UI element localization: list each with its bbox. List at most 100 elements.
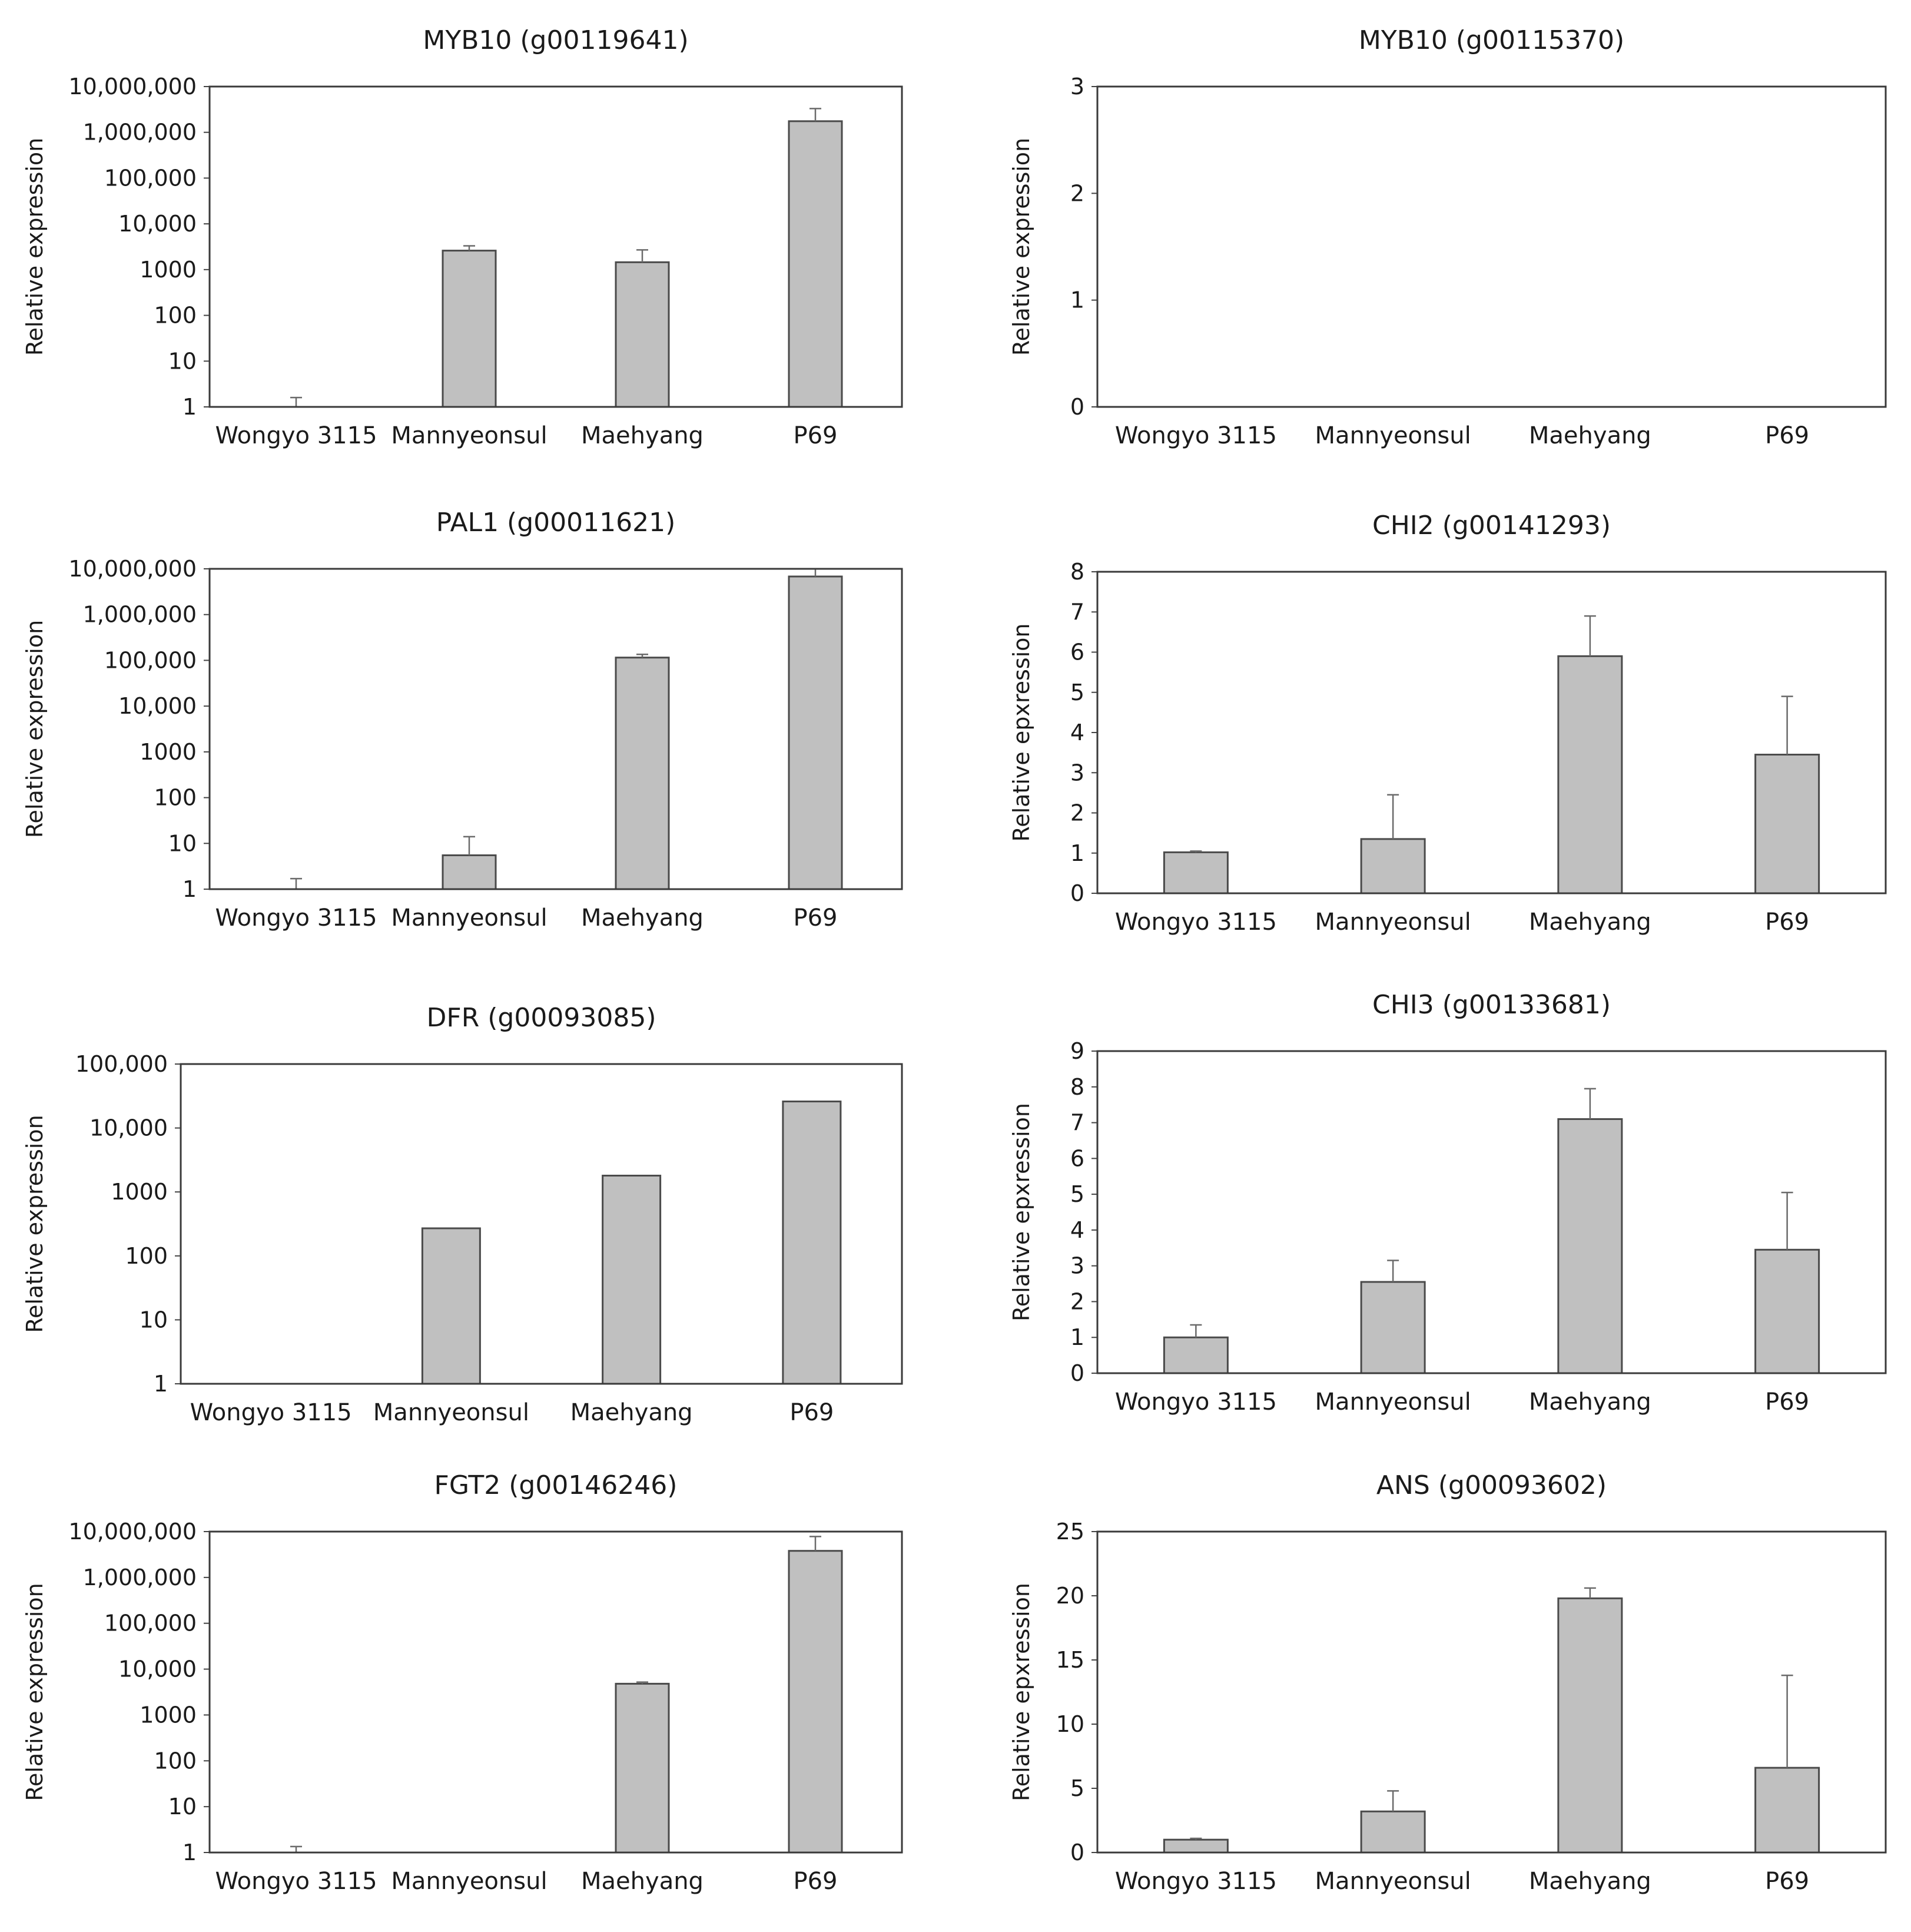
bar [788, 575, 843, 890]
x-tick-label: Mannyeonsul [1315, 1388, 1471, 1416]
bar [1557, 1118, 1623, 1374]
bar [1557, 1597, 1623, 1854]
y-tick-label: 25 [1056, 1519, 1084, 1545]
chart-panel: DFR (g00093085) Relative expression 1 10 100… [22, 1003, 903, 1426]
y-axis-label: Relative epxression [1008, 624, 1034, 842]
x-tick-label: P69 [793, 904, 837, 932]
y-tick-label: 100,000 [104, 647, 197, 673]
plot-area-frame [1096, 1530, 1887, 1854]
y-axis-label: Relative expression [1008, 138, 1034, 356]
y-tick-label: 20 [1056, 1583, 1084, 1609]
y-tick-label: 7 [1070, 1110, 1084, 1136]
bar [1754, 1248, 1820, 1374]
x-tick-label: Maehyang [581, 1868, 704, 1895]
y-tick-label: 10,000,000 [68, 74, 197, 100]
y-tick-label: 10,000 [118, 1656, 197, 1682]
y-axis-label: Relative expression [22, 1115, 48, 1333]
bar [1163, 1336, 1229, 1374]
y-tick-label: 1 [1070, 1324, 1084, 1350]
chart-panel: PAL1 (g00011621) Relative expression 1 10 10… [22, 508, 903, 932]
y-tick-label: 10,000 [118, 693, 197, 719]
y-tick-label: 1,000,000 [83, 120, 197, 145]
y-tick-label: 4 [1070, 1217, 1084, 1243]
chart-panel: MYB10 (g00119641) Relative expression 1 10 1… [22, 25, 903, 449]
x-tick-label: P69 [1765, 422, 1809, 449]
plot-area-frame [180, 1063, 903, 1385]
bar [602, 1174, 662, 1385]
y-tick-label: 1 [1070, 287, 1084, 313]
bar [1360, 838, 1426, 894]
y-tick-label: 2 [1070, 800, 1084, 826]
y-tick-label: 100,000 [104, 1610, 197, 1636]
bar [1163, 851, 1229, 894]
y-tick-label: 10,000 [118, 211, 197, 237]
y-tick-label: 1 [183, 876, 197, 902]
chart-title: CHI2 (g00141293) [1372, 511, 1611, 541]
x-tick-label: P69 [1765, 1388, 1809, 1416]
y-tick-label: 0 [1070, 1840, 1084, 1865]
x-tick-label: Maehyang [581, 422, 704, 449]
bar [1754, 754, 1820, 894]
y-axis-label: Relative epxression [1008, 1583, 1034, 1801]
x-tick-label: P69 [793, 1868, 837, 1895]
y-tick-label: 1 [183, 1840, 197, 1865]
y-tick-label: 1 [1070, 840, 1084, 866]
x-tick-label: Wongyo 3115 [215, 422, 377, 449]
x-tick-label: Mannyeonsul [373, 1399, 529, 1426]
y-tick-label: 2 [1070, 180, 1084, 206]
y-tick-label: 100 [154, 785, 197, 811]
y-tick-label: 10,000 [89, 1115, 168, 1141]
y-tick-label: 9 [1070, 1038, 1084, 1064]
y-tick-label: 100,000 [104, 165, 197, 191]
y-axis-label: Relative expression [22, 138, 48, 356]
bar [788, 120, 843, 408]
y-tick-label: 15 [1056, 1647, 1084, 1673]
y-tick-label: 1000 [111, 1179, 168, 1205]
plot-area-frame [208, 1530, 903, 1854]
y-axis-label: Relative epxression [1008, 1103, 1034, 1321]
bar [788, 1550, 843, 1854]
x-tick-label: Mannyeonsul [391, 1868, 547, 1895]
y-tick-label: 1,000,000 [83, 602, 197, 628]
bar [615, 1682, 670, 1854]
x-tick-label: Maehyang [1529, 1388, 1651, 1416]
plot-area-frame [1096, 1050, 1887, 1374]
y-tick-label: 8 [1070, 559, 1084, 585]
bar [442, 250, 497, 408]
y-tick-label: 2 [1070, 1288, 1084, 1314]
x-tick-label: Mannyeonsul [1315, 422, 1471, 449]
x-tick-label: Wongyo 3115 [1115, 909, 1277, 936]
y-tick-label: 10,000,000 [68, 556, 197, 582]
y-axis-label: Relative expression [22, 1583, 48, 1801]
x-tick-label: Wongyo 3115 [215, 904, 377, 932]
bar [782, 1101, 842, 1385]
y-tick-label: 4 [1070, 720, 1084, 745]
y-tick-label: 10 [140, 1307, 168, 1333]
y-tick-label: 8 [1070, 1074, 1084, 1100]
chart-title: CHI3 (g00133681) [1372, 990, 1611, 1020]
y-tick-label: 5 [1070, 1181, 1084, 1207]
y-tick-label: 10,000,000 [68, 1519, 197, 1545]
x-tick-label: Wongyo 3115 [190, 1399, 352, 1426]
x-tick-label: Mannyeonsul [391, 422, 547, 449]
bar [442, 854, 497, 890]
x-tick-label: Mannyeonsul [1315, 909, 1471, 936]
bar [1163, 1838, 1229, 1854]
x-tick-label: Mannyeonsul [391, 904, 547, 932]
x-tick-label: Wongyo 3115 [215, 1868, 377, 1895]
chart-panel: FGT2 (g00146246) Relative expression 1 10 10… [22, 1470, 903, 1895]
x-tick-label: P69 [793, 422, 837, 449]
chart-title: ANS (g00093602) [1376, 1470, 1607, 1500]
chart-title: PAL1 (g00011621) [436, 508, 676, 538]
chart-panel: ANS (g00093602) Relative epxression 0 5 10 15… [1008, 1470, 1887, 1895]
y-tick-label: 100 [154, 303, 197, 329]
y-tick-label: 3 [1070, 760, 1084, 786]
chart-panel: CHI2 (g00141293) Relative epxression 0 1 2 3 4… [1008, 511, 1887, 936]
plot-area-frame [1096, 85, 1887, 408]
y-tick-label: 100 [154, 1748, 197, 1774]
y-tick-label: 1000 [140, 257, 197, 283]
y-tick-label: 6 [1070, 639, 1084, 665]
plot-area-frame [1096, 571, 1887, 894]
bar [421, 1227, 481, 1385]
y-tick-label: 5 [1070, 680, 1084, 705]
